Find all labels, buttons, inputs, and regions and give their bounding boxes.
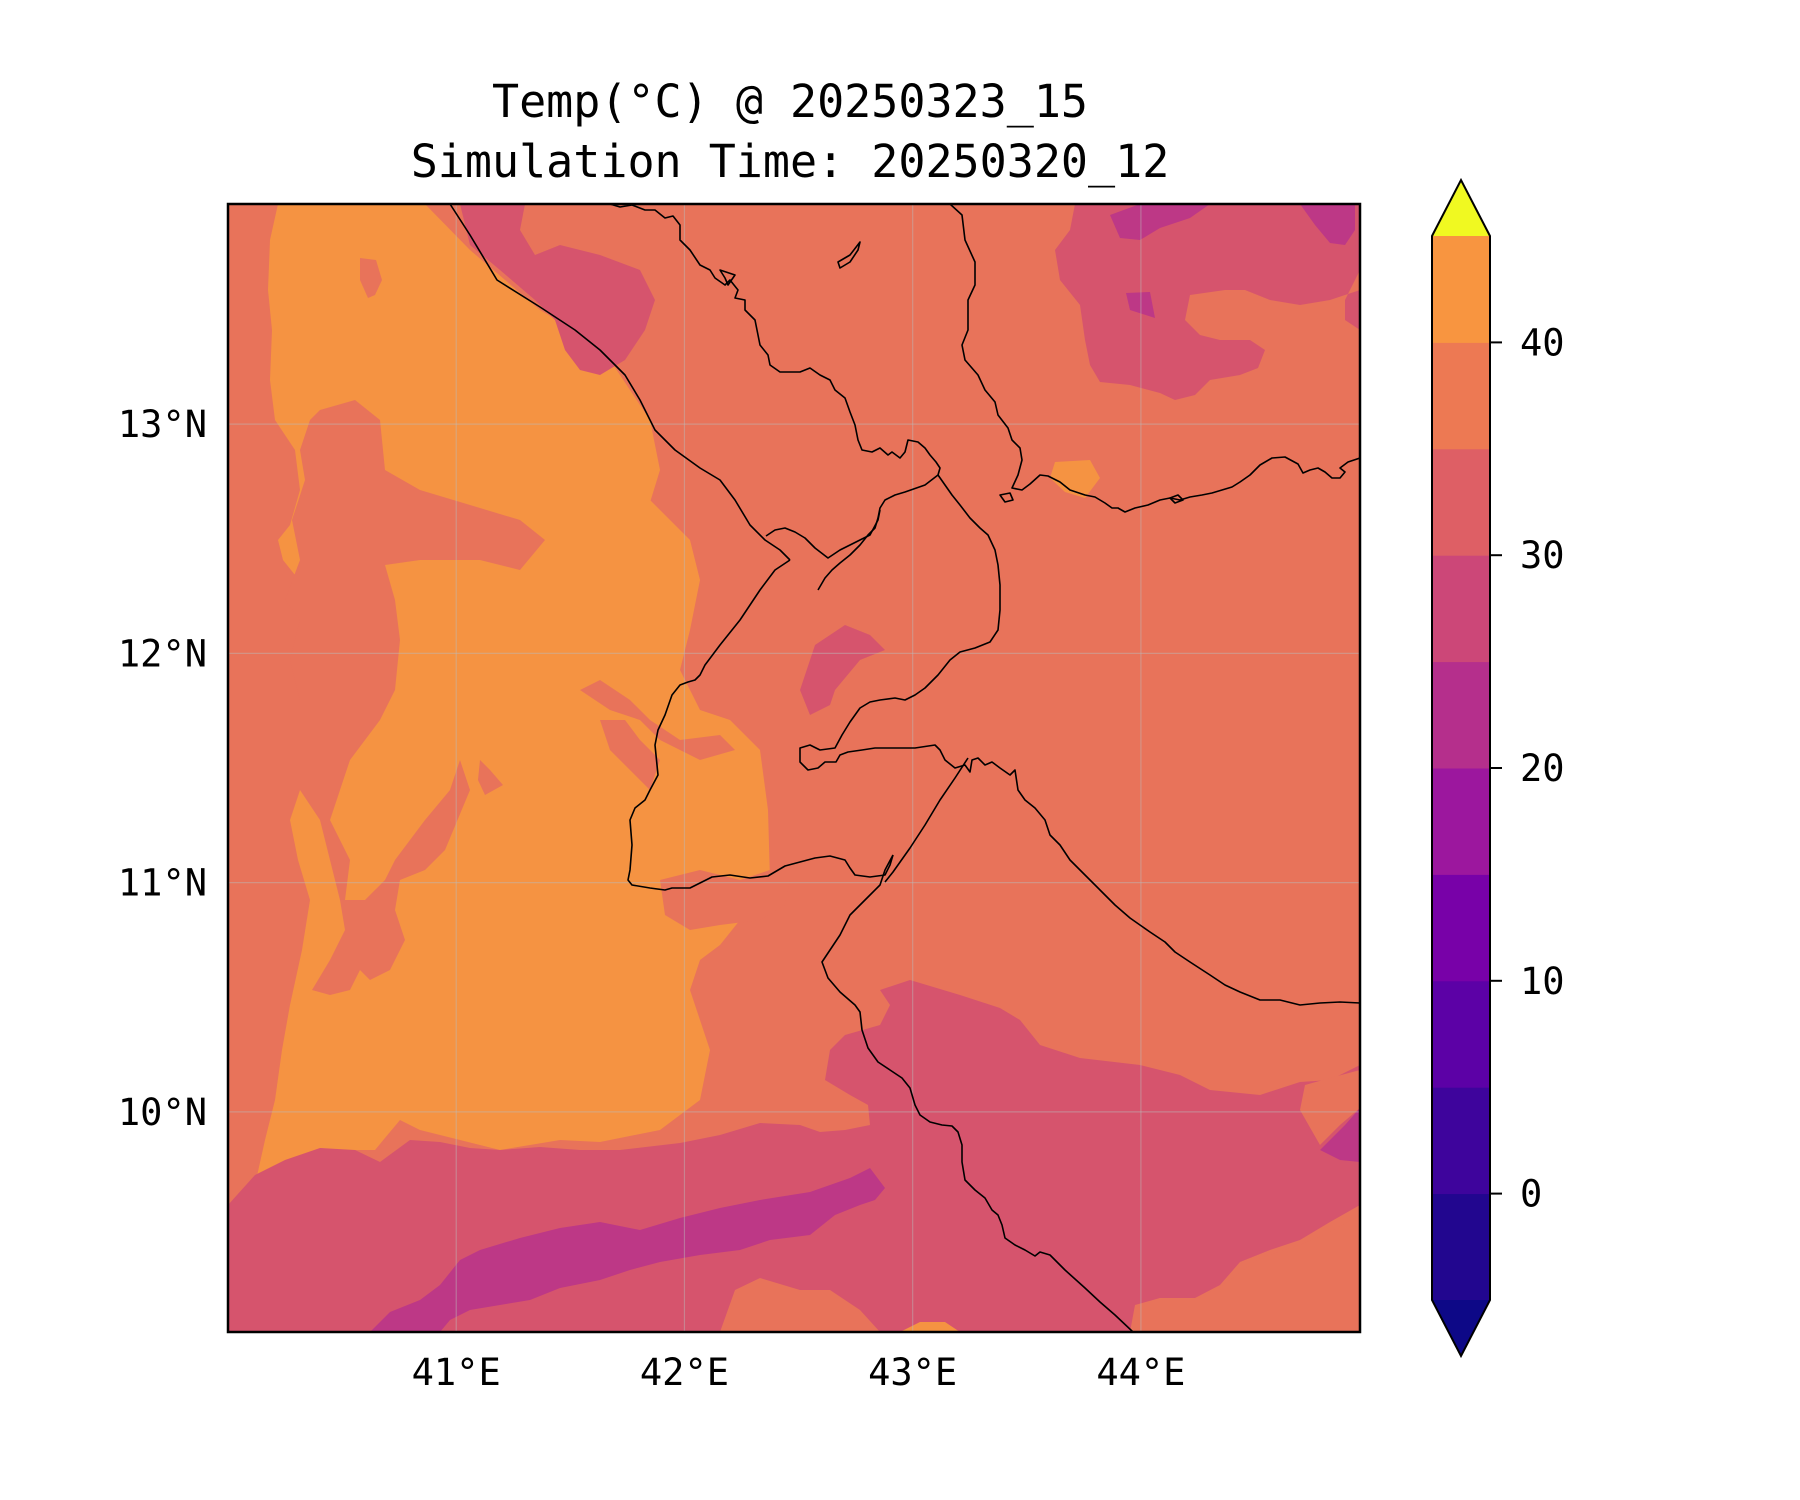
y-tick-label: 11°N xyxy=(118,862,207,905)
temperature-pocket-base xyxy=(285,400,545,995)
colorbar-tick-label: 30 xyxy=(1520,534,1565,577)
colorbar-extend-min xyxy=(1432,1300,1490,1356)
y-tick-label: 10°N xyxy=(118,1091,207,1134)
temperature-region-cooler-east xyxy=(1320,1108,1360,1162)
map-title-line-1: Temp(°C) @ 20250323_15 xyxy=(491,75,1089,128)
x-tick-label: 44°E xyxy=(1096,1351,1185,1394)
colorbar-segment xyxy=(1432,342,1490,450)
x-tick-label: 41°E xyxy=(412,1351,501,1394)
coastline xyxy=(837,241,861,269)
temperature-pocket-base xyxy=(580,680,735,760)
colorbar-segment xyxy=(1432,980,1490,1088)
map-title-line-2: Simulation Time: 20250320_12 xyxy=(410,135,1170,188)
coastline xyxy=(719,269,736,286)
border-line xyxy=(627,559,894,891)
temperature-region-warm-afar xyxy=(1050,460,1100,498)
temperature-region-cool-north xyxy=(460,204,655,375)
colorbar: 0 10 20 30 40 xyxy=(1431,177,1565,1359)
border-line xyxy=(765,509,881,559)
map-panel xyxy=(228,204,1360,1332)
border-line xyxy=(884,757,969,883)
coastline xyxy=(949,204,1360,513)
coastlines-and-borders xyxy=(449,204,1360,1332)
y-tick-label: 12°N xyxy=(118,632,207,675)
coastline xyxy=(1169,494,1184,504)
colorbar-segment xyxy=(1432,1087,1490,1195)
temperature-pocket-base xyxy=(360,258,382,298)
temperature-region-cool-center xyxy=(800,625,885,715)
x-tick-label: 43°E xyxy=(868,1351,957,1394)
temperature-region-cooler-northeast xyxy=(1110,204,1210,240)
map-frame xyxy=(226,202,1362,1334)
colorbar-segment xyxy=(1432,661,1490,769)
y-axis: 13°N 12°N 11°N 10°N xyxy=(118,403,207,1134)
coastline xyxy=(821,854,1134,1332)
temperature-pocket-base xyxy=(600,720,660,790)
temperature-region-base-east xyxy=(1300,1070,1360,1145)
colorbar-extend-max xyxy=(1432,180,1490,236)
colorbar-segment xyxy=(1432,768,1490,875)
temperature-region-base-southeast xyxy=(1130,1215,1360,1332)
colorbar-segment xyxy=(1432,555,1490,663)
colorbar-segment xyxy=(1432,236,1490,343)
temperature-region-cool-northeast xyxy=(1055,204,1360,400)
colorbar-segment xyxy=(1432,448,1490,556)
temperature-region-cooler-south xyxy=(370,1168,885,1332)
x-axis: 41°E 42°E 43°E 44°E xyxy=(412,1351,1186,1394)
gridlines xyxy=(228,204,1360,1332)
x-tick-label: 42°E xyxy=(640,1351,729,1394)
coastline xyxy=(799,474,1360,1006)
temperature-region-cooler-northeast xyxy=(1300,204,1355,245)
y-tick-label: 13°N xyxy=(118,403,207,446)
colorbar-outline xyxy=(1431,177,1491,1359)
colorbar-tick-label: 20 xyxy=(1520,747,1565,790)
colorbar-tick-label: 10 xyxy=(1520,960,1565,1003)
temperature-region-base-south xyxy=(720,1278,880,1332)
temperature-region-warm-south xyxy=(900,1322,960,1332)
colorbar-tick-label: 0 xyxy=(1520,1173,1542,1216)
temperature-pocket-base xyxy=(478,760,503,795)
coastline xyxy=(999,492,1014,503)
border-line xyxy=(449,204,791,561)
colorbar-tick-label: 40 xyxy=(1520,321,1565,364)
coastline xyxy=(609,204,941,476)
temperature-region-cooler-east xyxy=(1126,292,1155,318)
temperature-pocket-base xyxy=(660,870,790,930)
colorbar-segment xyxy=(1432,874,1490,982)
colorbar-segment xyxy=(1432,1193,1490,1301)
